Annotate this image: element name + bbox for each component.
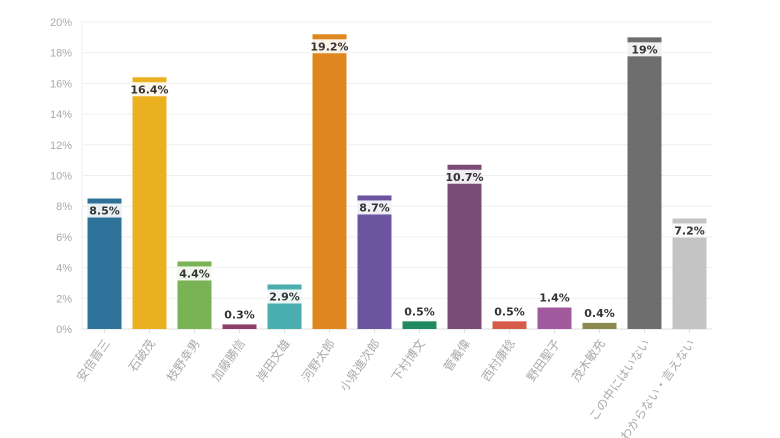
data-label-background [447, 169, 482, 184]
data-label: 1.4% [539, 292, 570, 305]
y-tick-label: 2% [56, 293, 72, 305]
x-category-label: 枝野幸男 [163, 336, 203, 384]
y-tick-label: 18% [50, 48, 72, 60]
x-category-label: 石破茂 [125, 336, 158, 374]
y-tick-label: 14% [50, 109, 72, 121]
x-category-label: 加藤勝信 [208, 336, 248, 384]
bar [537, 307, 572, 329]
data-label-background [267, 289, 302, 304]
y-tick-label: 8% [56, 201, 72, 213]
x-category-label: 河野太郎 [298, 336, 338, 384]
bar [132, 77, 167, 329]
data-label: 2.9% [269, 290, 300, 303]
data-label: 19.2% [310, 40, 348, 53]
data-label-background [312, 39, 347, 54]
y-tick-label: 16% [50, 78, 72, 90]
x-category-label: 岸田文雄 [253, 336, 293, 384]
y-tick-label: 4% [56, 263, 72, 275]
x-category-label: 下村博文 [388, 336, 428, 384]
x-category-label: 小泉進次郎 [337, 337, 383, 394]
bar [402, 321, 437, 329]
bar [222, 324, 257, 329]
data-label: 0.3% [224, 308, 255, 321]
data-label: 16.4% [130, 83, 168, 96]
bars: 8.5% 16.4% 4.4% 0.3% 2.9% 19.2% 8.7% 0.5% 10.7% 0… [87, 34, 707, 329]
data-label: 8.5% [89, 205, 120, 218]
y-tick-label: 0% [56, 324, 72, 336]
data-label: 0.5% [404, 305, 435, 318]
bar [87, 198, 122, 329]
bar [492, 321, 527, 329]
data-label: 8.7% [359, 201, 390, 214]
x-category-label: 西村康稔 [478, 336, 518, 384]
bar [627, 37, 662, 329]
data-label: 19% [631, 43, 657, 56]
x-category-label: 野田聖子 [524, 337, 563, 384]
x-category-label: 安倍晋三 [73, 336, 113, 384]
gridlines [82, 21, 712, 330]
data-label: 4.4% [179, 267, 210, 280]
x-category-label: 菅義偉 [440, 336, 473, 374]
y-tick-label: 20% [50, 17, 72, 29]
data-label: 0.5% [494, 305, 525, 318]
data-label-background [87, 203, 122, 218]
data-label-background [132, 82, 167, 97]
y-axis: 0% 2% 4% 6% 8% 10% 12% 14% 16% 18% 20% [50, 17, 83, 336]
y-tick-label: 6% [56, 232, 72, 244]
bar [447, 164, 482, 329]
bar [582, 322, 617, 329]
y-tick-label: 10% [50, 171, 72, 183]
data-label: 10.7% [445, 171, 483, 184]
bar [312, 34, 347, 329]
data-label: 0.4% [584, 307, 615, 320]
data-label-background [177, 266, 212, 281]
data-label-background [357, 200, 392, 215]
y-tick-label: 12% [50, 140, 72, 152]
bar [357, 195, 392, 329]
x-category-label: 茂木敏充 [568, 336, 608, 384]
x-axis: 安倍晋三 石破茂 枝野幸男 加藤勝信 岸田文雄 河野太郎 小泉進次郎 下村博文 菅義偉 西村康稔野… [73, 329, 698, 438]
data-label: 7.2% [674, 224, 705, 237]
data-label-background [627, 42, 662, 57]
data-label-background [672, 223, 707, 238]
